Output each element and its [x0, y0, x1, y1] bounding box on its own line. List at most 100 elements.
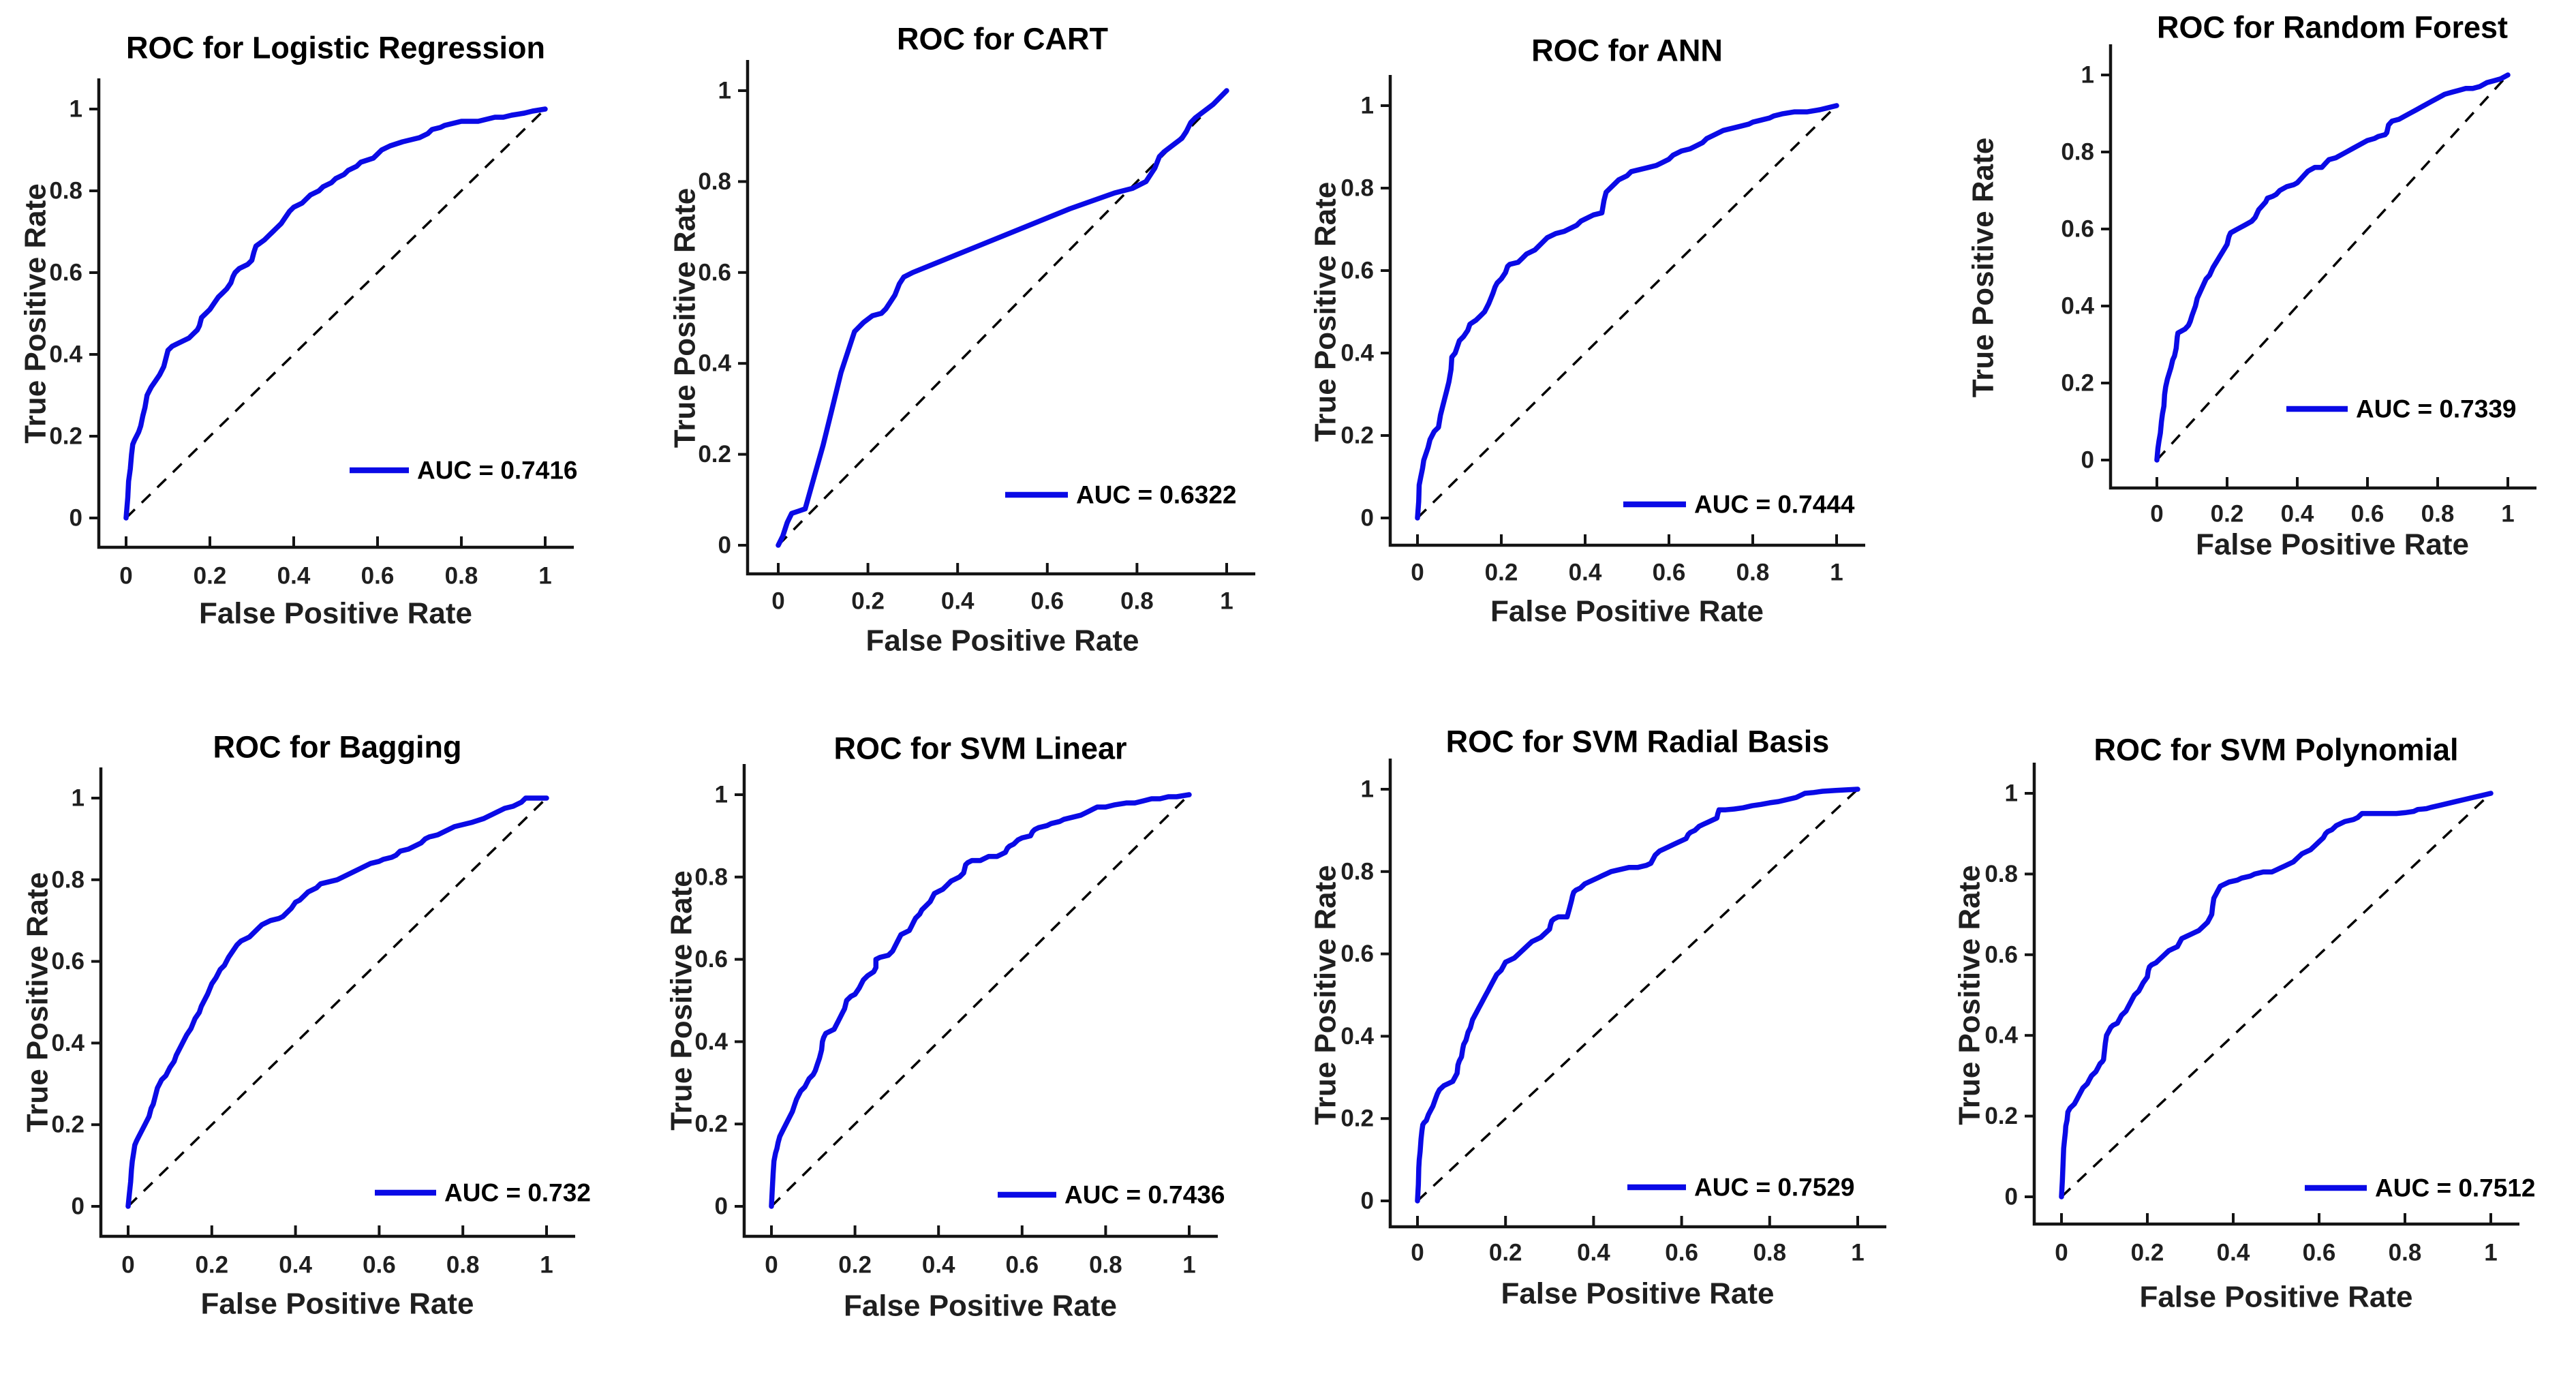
y-tick-label: 0.6: [694, 946, 728, 973]
y-axis-label: True Positive Rate: [19, 183, 52, 443]
y-axis-label: True Positive Rate: [1309, 865, 1343, 1125]
y-tick-label: 1: [72, 785, 85, 812]
axis-line: [1388, 75, 1865, 547]
y-tick-label: 0.8: [698, 168, 731, 195]
plot-title: ROC for Logistic Regression: [126, 31, 545, 65]
x-tick-label: 1: [1220, 588, 1233, 615]
y-tick-label: 0.8: [1340, 858, 1374, 885]
x-tick-label: 0.2: [851, 588, 885, 615]
roc-subplot-svm-polynomial: 0 0 0.2 0.2 0.4 0.4 0.6 0.6 0.8 0.8 1 1 ROC for SVM …: [1932, 687, 2576, 1374]
x-tick-label: 1: [1830, 560, 1843, 586]
x-tick-label: 0: [1411, 560, 1424, 586]
y-tick-label: 0.2: [698, 441, 731, 468]
x-tick-label: 0.4: [279, 1252, 312, 1279]
y-tick-label: 0.6: [698, 259, 731, 286]
roc-plot-canvas-svm-polynomial: 0 0 0.2 0.2 0.4 0.4 0.6 0.6 0.8 0.8 1 1 ROC for SVM …: [1953, 733, 2536, 1314]
x-tick-label: 0.4: [1577, 1240, 1610, 1266]
y-tick-label: 0.4: [49, 341, 82, 368]
x-tick-label: 0.4: [941, 588, 975, 615]
axis-line: [2032, 763, 2519, 1226]
x-tick-label: 0.8: [2389, 1240, 2422, 1266]
legend-auc-label: AUC = 0.6322: [1076, 481, 1237, 509]
roc-plot-canvas-random-forest: 0 0 0.2 0.2 0.4 0.4 0.6 0.6 0.8 0.8 1 1 ROC for Rand…: [1967, 10, 2536, 562]
x-tick-label: 0.6: [2351, 501, 2385, 528]
roc-curve: [1415, 103, 1839, 521]
x-tick-label: 0: [121, 1252, 134, 1279]
y-tick-label: 0.4: [2061, 293, 2094, 320]
reference-diagonal-line: [777, 89, 1228, 547]
y-tick-label: 0.2: [694, 1111, 728, 1138]
roc-subplot-ann: 0 0 0.2 0.2 0.4 0.4 0.6 0.6 0.8 0.8 1 1 ROC for ANN F…: [1288, 0, 1932, 687]
reference-diagonal-line: [770, 793, 1191, 1208]
y-tick-label: 0.6: [1340, 258, 1374, 284]
reference-diagonal-line: [127, 797, 548, 1208]
plot-title: ROC for SVM Polynomial: [2094, 733, 2458, 767]
x-tick-label: 0: [119, 563, 132, 590]
x-tick-label: 0.6: [1665, 1240, 1698, 1266]
reference-diagonal-line: [2060, 792, 2492, 1198]
y-tick-label: 0.4: [698, 350, 731, 377]
x-tick-label: 0.6: [1005, 1252, 1039, 1279]
legend-auc-label: AUC = 0.7529: [1694, 1174, 1855, 1202]
y-tick-label: 0.2: [1340, 1105, 1374, 1132]
x-axis-label: False Positive Rate: [844, 1289, 1117, 1323]
x-tick-label: 1: [540, 1252, 553, 1279]
y-tick-label: 1: [715, 782, 728, 808]
axis-line: [97, 78, 574, 549]
x-tick-label: 0: [2055, 1240, 2068, 1266]
roc-curve: [776, 88, 1229, 548]
legend-auc-label: AUC = 0.7436: [1064, 1181, 1225, 1209]
x-tick-label: 0: [2150, 501, 2163, 528]
legend-auc-label: AUC = 0.7339: [2356, 395, 2517, 423]
y-tick-label: 1: [70, 96, 82, 123]
axis-line: [1388, 759, 1886, 1229]
x-tick-label: 0.6: [1653, 560, 1686, 586]
axis-line: [2109, 44, 2536, 490]
y-tick-label: 0.4: [1340, 340, 1374, 367]
legend-auc-label: AUC = 0.732: [444, 1179, 591, 1207]
reference-diagonal-line: [1416, 788, 1859, 1202]
y-tick-label: 0.2: [49, 423, 82, 450]
y-axis-label: True Positive Rate: [21, 872, 55, 1132]
y-tick-label: 1: [2081, 62, 2094, 89]
y-tick-label: 0: [1361, 1188, 1374, 1215]
legend-auc-label: AUC = 0.7444: [1694, 491, 1855, 519]
x-tick-label: 0.2: [1485, 560, 1518, 586]
plot-title: ROC for Bagging: [213, 730, 462, 765]
y-axis-label: True Positive Rate: [1967, 138, 2000, 397]
x-tick-label: 0.6: [1030, 588, 1064, 615]
roc-plot-canvas-ann: 0 0 0.2 0.2 0.4 0.4 0.6 0.6 0.8 0.8 1 1 ROC for ANN F…: [1309, 33, 1865, 628]
x-tick-label: 0.2: [1489, 1240, 1522, 1266]
roc-curve: [1415, 787, 1860, 1204]
y-tick-label: 1: [1361, 93, 1374, 119]
roc-curve: [123, 106, 548, 521]
roc-subplot-svm-radial-basis: 0 0 0.2 0.2 0.4 0.4 0.6 0.6 0.8 0.8 1 1 ROC for SVM …: [1288, 687, 1932, 1374]
y-tick-label: 0.6: [2061, 216, 2094, 243]
x-axis-label: False Positive Rate: [1490, 595, 1764, 628]
y-tick-label: 0.8: [2061, 139, 2094, 166]
roc-curve: [125, 795, 549, 1209]
y-tick-label: 0.4: [1340, 1023, 1374, 1050]
y-tick-label: 0.8: [1340, 175, 1374, 202]
roc-plot-canvas-svm-linear: 0 0 0.2 0.2 0.4 0.4 0.6 0.6 0.8 0.8 1 1 ROC for SVM …: [665, 731, 1225, 1323]
y-tick-label: 0: [715, 1193, 728, 1220]
y-tick-label: 0.6: [1984, 941, 2018, 968]
x-tick-label: 0.2: [195, 1252, 228, 1279]
x-tick-label: 0.6: [361, 563, 395, 590]
y-tick-label: 0.6: [51, 948, 85, 975]
roc-plot-canvas-svm-radial-basis: 0 0 0.2 0.2 0.4 0.4 0.6 0.6 0.8 0.8 1 1 ROC for SVM …: [1309, 724, 1886, 1311]
x-tick-label: 0: [771, 588, 784, 615]
legend-auc-label: AUC = 0.7512: [2375, 1174, 2536, 1202]
y-tick-label: 0.2: [1984, 1103, 2018, 1129]
roc-plot-canvas-logistic-regression: 0 0 0.2 0.2 0.4 0.4 0.6 0.6 0.8 0.8 1 1 ROC for Logi…: [19, 31, 578, 630]
x-tick-label: 0.2: [2131, 1240, 2164, 1266]
y-tick-label: 0.2: [2061, 370, 2094, 397]
x-tick-label: 0.4: [2217, 1240, 2250, 1266]
reference-diagonal-line: [125, 108, 547, 519]
y-tick-label: 0: [70, 505, 82, 532]
y-tick-label: 0.6: [1340, 941, 1374, 967]
y-tick-label: 0: [72, 1193, 85, 1220]
x-tick-label: 0.8: [445, 563, 478, 590]
x-axis-label: False Positive Rate: [1501, 1277, 1774, 1311]
